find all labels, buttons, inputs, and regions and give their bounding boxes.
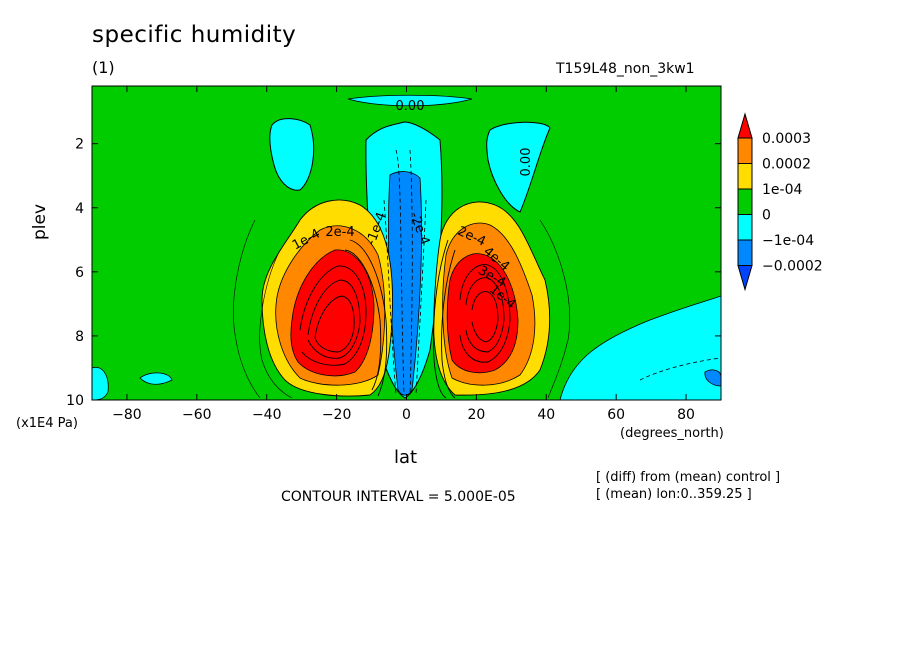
contour-label: 0.00 <box>519 148 534 177</box>
upper-left-negative-region <box>269 118 315 191</box>
x-tick-label: 40 <box>537 407 555 423</box>
y-axis-unit: (x1E4 Pa) <box>16 416 78 431</box>
top-negative-region <box>347 94 473 107</box>
contour-label: 0.00 <box>396 99 425 114</box>
x-tick-label: −20 <box>322 407 352 423</box>
contour-interval: CONTOUR INTERVAL = 5.000E-05 <box>281 489 516 505</box>
y-tick-label: 10 <box>66 393 84 409</box>
x-tick-label: 60 <box>607 407 625 423</box>
lower-right-negative-region <box>559 295 721 400</box>
colorbar: 0.0003 0.0002 1e-04 0 −1e-04 −0.0002 <box>737 112 823 292</box>
x-tick-label: −40 <box>252 407 282 423</box>
lower-left-negative-blob <box>139 372 173 385</box>
colorbar-label: 0 <box>762 208 771 224</box>
x-axis-unit: (degrees_north) <box>620 426 724 441</box>
right-strong-positive-lobe <box>446 253 519 374</box>
colorbar-label: 0.0003 <box>762 131 811 147</box>
lower-right-strong-negative <box>704 369 721 387</box>
y-tick-label: 4 <box>75 201 84 217</box>
colorbar-label: 0.0002 <box>762 157 811 173</box>
chart-title: specific humidity <box>92 22 297 48</box>
x-tick-label: 0 <box>402 407 411 423</box>
chart-subtitle: (1) <box>92 58 115 77</box>
colorbar-min-arrow <box>737 265 753 292</box>
contour-label: 2e-4 <box>325 225 354 240</box>
upper-right-negative-region <box>486 121 551 213</box>
colorbar-segment <box>737 137 753 164</box>
y-tick-label: 8 <box>75 329 84 345</box>
x-tick-label: 20 <box>467 407 485 423</box>
colorbar-segment <box>737 188 753 215</box>
y-tick-label: 2 <box>75 137 84 153</box>
colorbar-segment <box>737 163 753 190</box>
left-strong-positive-lobe <box>290 249 375 377</box>
contour-fill-layer <box>92 86 721 400</box>
x-tick-label: −80 <box>112 407 142 423</box>
colorbar-segment <box>737 214 753 241</box>
right-contour-lines <box>433 219 571 399</box>
left-contour-lines <box>233 219 388 399</box>
y-tick-label: 6 <box>75 265 84 281</box>
colorbar-label: 1e-04 <box>762 182 802 198</box>
central-dashed-contours <box>383 149 721 396</box>
y-axis: 2 4 6 8 10 <box>66 137 721 409</box>
colorbar-label: −0.0002 <box>762 259 823 275</box>
y-axis-label: plev <box>30 203 50 240</box>
x-tick-label: −60 <box>182 407 212 423</box>
colorbar-max-arrow <box>737 112 753 139</box>
diff-note: [ (diff) from (mean) control ] <box>596 470 781 485</box>
mean-note: [ (mean) lon:0..359.25 ] <box>596 487 752 502</box>
x-axis-label: lat <box>394 447 418 468</box>
x-axis: −80 −60 −40 −20 0 20 40 60 80 <box>112 86 695 423</box>
colorbar-label: −1e-04 <box>762 233 814 249</box>
run-id: T159L48_non_3kw1 <box>556 61 695 77</box>
x-tick-label: 80 <box>677 407 695 423</box>
colorbar-segment <box>737 239 753 266</box>
